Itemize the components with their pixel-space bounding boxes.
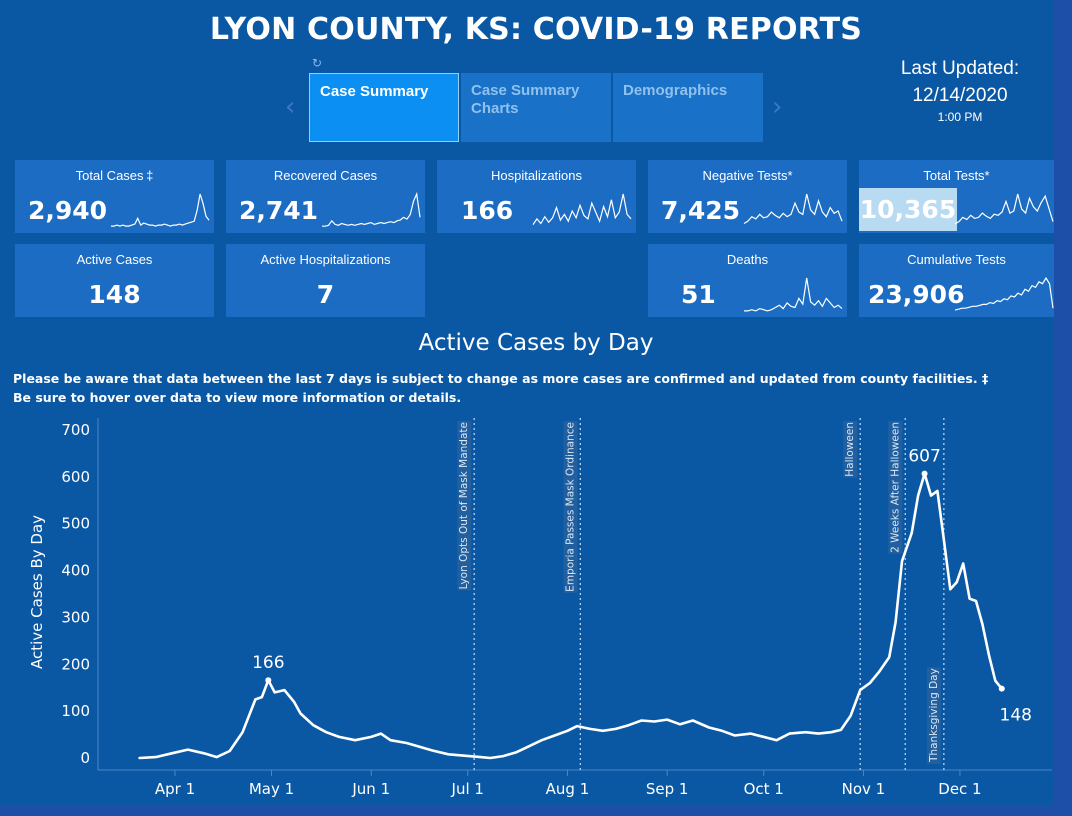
annotation-point (265, 677, 272, 684)
card-recovered-cases[interactable]: Recovered Cases 2,741 (226, 160, 425, 233)
dashboard-title: LYON COUNTY, KS: COVID-19 REPORTS (209, 12, 863, 47)
chevron-left-icon[interactable]: ‹ (285, 92, 296, 122)
reference-label-bg (888, 421, 903, 554)
sparkline (954, 193, 1054, 225)
card-value: 2,940 (28, 196, 108, 225)
y-axis-title: Active Cases By Day (28, 515, 46, 669)
x-tick-label: Oct 1 (744, 780, 784, 798)
x-tick-label: Jun 1 (351, 780, 390, 798)
y-tick-label: 300 (61, 608, 90, 626)
sparkline (744, 277, 843, 312)
x-tick-label: Nov 1 (842, 780, 886, 798)
card-value: 2,741 (239, 196, 319, 225)
sparkline (111, 193, 210, 227)
last-updated: Last Updated: 12/14/2020 1:00 PM (890, 56, 1030, 124)
card-total-tests[interactable]: Total Tests* 10,365 (859, 160, 1054, 233)
card-value: 23,906 (868, 280, 965, 309)
sparkline-path (743, 193, 843, 225)
annotation-label: 166 (252, 653, 284, 673)
card-value: 148 (88, 280, 141, 309)
reference-label-text: Lyon Opts Out of Mask Mandate (458, 422, 470, 589)
tab-case-summary[interactable]: Case Summary (309, 73, 459, 142)
y-tick-label: 700 (61, 421, 90, 439)
card-label: Negative Tests* (702, 168, 793, 183)
last-updated-time: 1:00 PM (937, 110, 983, 124)
card-label: Cumulative Tests (907, 252, 1006, 267)
card-value: 51 (681, 280, 716, 309)
sparkline-path (954, 193, 1054, 225)
sparkline-path (322, 191, 421, 227)
sparkline-path (744, 277, 843, 312)
card-label: Hospitalizations (490, 168, 583, 183)
y-tick-label: 0 (80, 749, 90, 767)
reference-label-bg (926, 667, 941, 764)
window-frame-right (1054, 0, 1072, 816)
x-tick-label: May 1 (249, 780, 294, 798)
reference-label-bg (457, 421, 472, 591)
card-hospitalizations[interactable]: Hospitalizations 166 (437, 160, 636, 233)
tab-case-summary-charts[interactable]: Case Summary Charts (461, 73, 611, 142)
card-label: Deaths (726, 252, 769, 267)
tab-demographics[interactable]: Demographics (613, 73, 763, 142)
reference-label: Emporia Passes Mask Ordinance (563, 421, 578, 593)
sparkline (743, 193, 843, 225)
annotation-label: 607 (908, 447, 940, 467)
sparkline (954, 276, 1054, 311)
y-tick-label: 100 (61, 702, 90, 720)
reference-label-text: Emporia Passes Mask Ordinance (564, 422, 576, 592)
reference-label-text: 2 Weeks After Halloween (889, 422, 901, 553)
chart-title: Active Cases by Day (418, 330, 654, 356)
x-tick-label: Jul 1 (451, 780, 484, 798)
reference-label: Lyon Opts Out of Mask Mandate (457, 421, 472, 591)
x-tick-label: Dec 1 (938, 780, 981, 798)
annotation-point (921, 470, 928, 477)
hover-notice: Be sure to hover over data to view more … (13, 390, 462, 405)
card-value: 7,425 (661, 196, 741, 225)
reference-label: Thanksgiving Day (926, 667, 941, 764)
card-active-hospitalizations[interactable]: Active Hospitalizations 7 (226, 244, 425, 317)
x-tick-label: Sep 1 (646, 780, 689, 798)
data-notice: Please be aware that data between the la… (13, 371, 989, 386)
y-tick-label: 400 (61, 562, 90, 580)
sparkline-path (954, 276, 1054, 311)
card-value: 10,365 (859, 188, 957, 231)
x-tick-label: Apr 1 (155, 780, 195, 798)
card-value: 166 (461, 196, 514, 225)
last-updated-date: 12/14/2020 (912, 85, 1008, 106)
last-updated-label: Last Updated: (900, 58, 1020, 79)
card-label: Active Hospitalizations (260, 252, 391, 267)
card-label: Total Cases ‡ (75, 168, 154, 183)
y-tick-label: 600 (61, 468, 90, 486)
sparkline (322, 191, 421, 227)
card-deaths[interactable]: Deaths 51 (648, 244, 847, 317)
card-value: 7 (316, 280, 335, 309)
card-cumulative-tests[interactable]: Cumulative Tests 23,906 (859, 244, 1054, 317)
annotation-label: 148 (1000, 706, 1032, 726)
x-tick-label: Aug 1 (546, 780, 590, 798)
chevron-right-icon[interactable]: › (772, 92, 783, 122)
reference-label-bg (563, 421, 578, 593)
reference-label-text: Thanksgiving Day (928, 668, 940, 763)
reference-label: 2 Weeks After Halloween (888, 421, 903, 554)
reference-label-bg (843, 421, 858, 478)
card-label: Recovered Cases (273, 168, 378, 183)
card-total-cases[interactable]: Total Cases ‡ 2,940 (15, 160, 214, 233)
y-tick-label: 500 (61, 515, 90, 533)
sparkline-path (111, 193, 210, 227)
annotation-point (998, 685, 1005, 692)
sparkline (532, 193, 632, 225)
card-label: Total Tests* (923, 168, 990, 183)
card-negative-tests[interactable]: Negative Tests* 7,425 (648, 160, 847, 233)
reference-label-text: Halloween (844, 422, 856, 477)
active-cases-chart[interactable]: 700 600 500 400 300 200 100 0 Apr 1 May 1 Jun 1 Jul… (0, 410, 1054, 805)
refresh-icon[interactable]: ↻ (312, 56, 323, 70)
sparkline-path (532, 193, 632, 225)
window-frame-bottom (0, 805, 1072, 816)
reference-label: Halloween (843, 421, 858, 478)
active-cases-line (138, 472, 1004, 760)
card-label: Active Cases (76, 252, 153, 267)
card-active-cases[interactable]: Active Cases 148 (15, 244, 214, 317)
y-tick-label: 200 (61, 655, 90, 673)
